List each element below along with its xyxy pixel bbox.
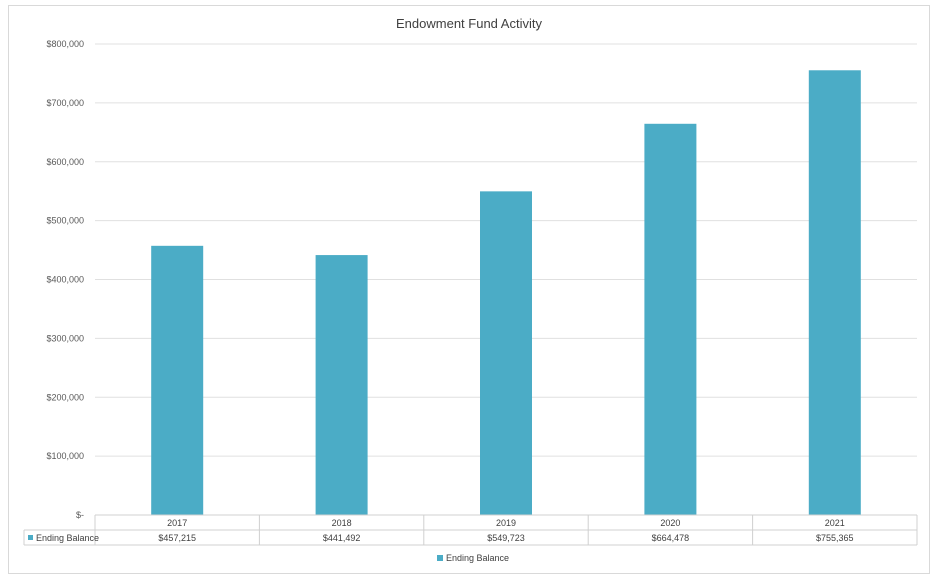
y-tick-label: $300,000 [46, 333, 84, 343]
data-label: $441,492 [323, 533, 361, 543]
data-table: 2017 $457,215 2018 $441,492 2019 $549,723 2020… [23, 514, 918, 546]
y-tick-label: $400,000 [46, 275, 84, 285]
x-tick-label: 2021 [825, 518, 845, 528]
legend: Ending Balance [437, 553, 509, 563]
x-tick-label: 2019 [496, 518, 516, 528]
legend-label: Ending Balance [446, 553, 509, 563]
y-tick-label: $- [76, 510, 84, 520]
x-tick-label: 2017 [167, 518, 187, 528]
y-tick-label: $600,000 [46, 157, 84, 167]
data-label: $457,215 [158, 533, 196, 543]
data-label: $549,723 [487, 533, 525, 543]
chart-title: Endowment Fund Activity [396, 16, 542, 31]
data-label: $755,365 [816, 533, 854, 543]
bar-2018 [315, 255, 368, 515]
y-tick-label: $700,000 [46, 98, 84, 108]
bar-2021 [808, 70, 861, 515]
legend-swatch [437, 555, 443, 561]
x-tick-label: 2020 [660, 518, 680, 528]
bar-2019 [480, 191, 532, 515]
x-tick-label: 2018 [332, 518, 352, 528]
y-tick-label: $500,000 [46, 216, 84, 226]
y-axis-tick-labels: $- $100,000 $200,000 $300,000 $400,000 $500,0… [46, 39, 84, 520]
bar-2020 [644, 123, 697, 515]
bars [151, 70, 861, 515]
table-series-label: Ending Balance [36, 533, 99, 543]
bar-2017 [151, 245, 204, 515]
data-label: $664,478 [652, 533, 690, 543]
table-legend-key [28, 535, 33, 540]
y-tick-label: $200,000 [46, 392, 84, 402]
y-tick-label: $800,000 [46, 39, 84, 49]
y-tick-label: $100,000 [46, 451, 84, 461]
